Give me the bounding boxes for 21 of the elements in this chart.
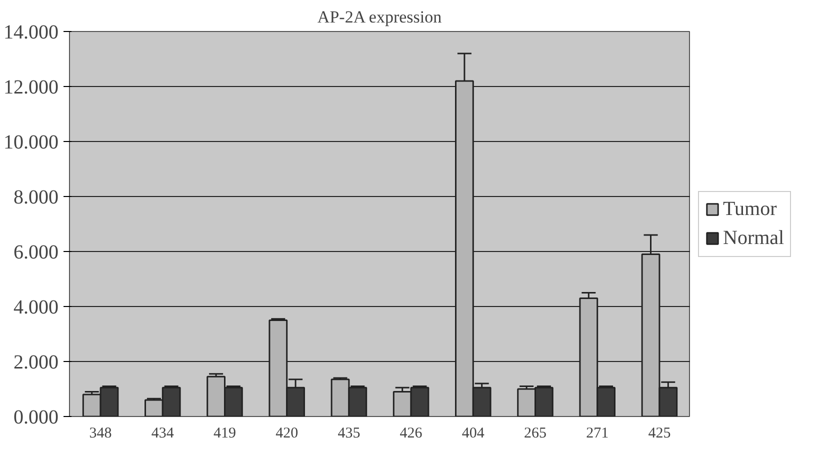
x-tick-label: 420 (276, 426, 298, 442)
x-tick-label: 435 (338, 426, 360, 442)
legend-label: Normal (723, 226, 784, 250)
x-tick-label: 425 (648, 426, 671, 442)
x-tick-label: 404 (462, 426, 485, 442)
y-tick-label: 0.000 (14, 406, 58, 428)
y-tick-label: 6.000 (14, 242, 58, 264)
x-tick-label: 265 (524, 426, 546, 442)
x-tick-label: 271 (586, 426, 609, 442)
y-tick-label: 10.000 (4, 132, 58, 154)
y-tick-label: 4.000 (14, 296, 58, 318)
x-tick-label: 419 (214, 426, 236, 442)
y-tick-label: 8.000 (14, 186, 58, 208)
y-tick-label: 12.000 (4, 76, 58, 98)
y-tick-label: 14.000 (4, 22, 58, 44)
x-tick-label: 426 (400, 426, 423, 442)
chart-title: AP-2A expression (317, 8, 442, 26)
x-tick-label: 348 (89, 426, 112, 442)
y-tick-label: 2.000 (14, 352, 58, 374)
legend-label: Tumor (723, 198, 777, 220)
x-tick-label: 434 (151, 426, 174, 442)
